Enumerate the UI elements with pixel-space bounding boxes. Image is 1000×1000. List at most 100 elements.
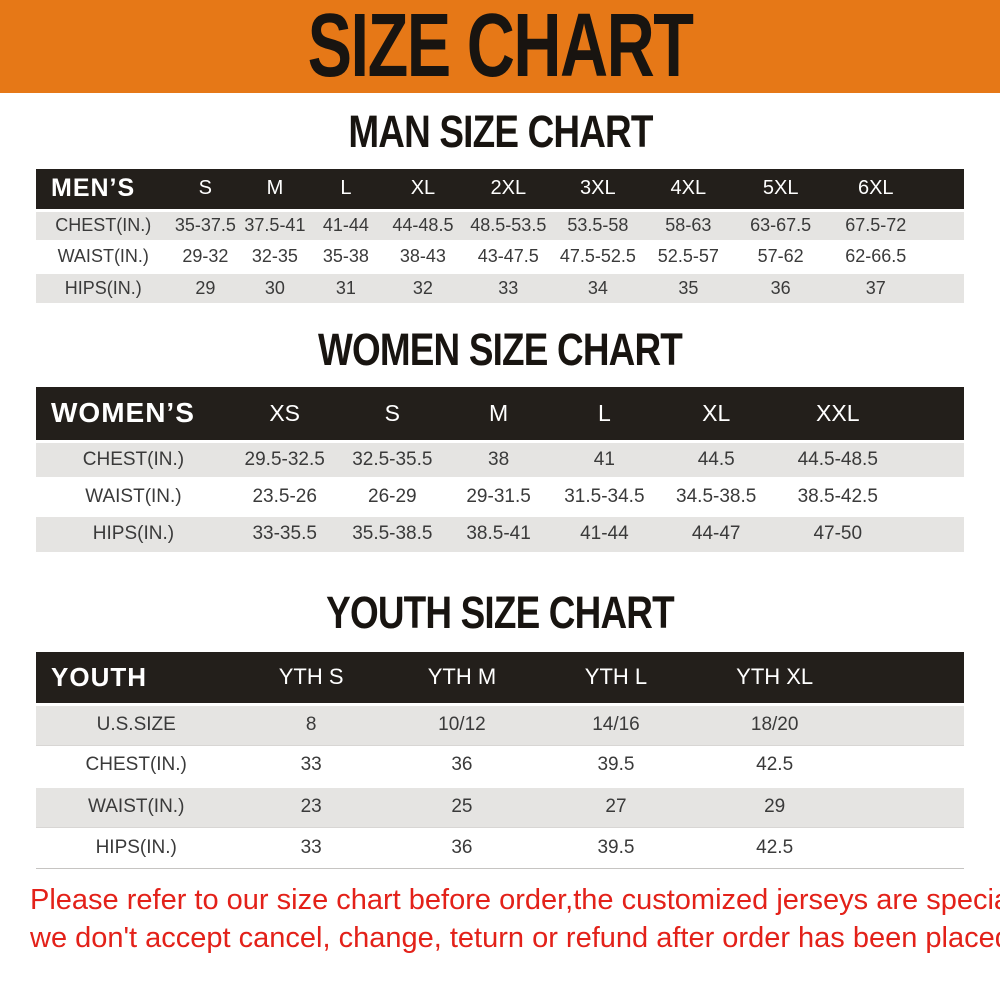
size-value: 32.5-35.5 <box>338 441 447 478</box>
size-column-header: YTH L <box>584 664 648 690</box>
size-column-header: S <box>384 399 400 426</box>
row-label: HIPS(IN.) <box>36 272 171 303</box>
size-value: 29-31.5 <box>466 485 531 507</box>
table-row: WAIST(IN.) 23 25 27 29 <box>36 786 964 827</box>
row-spacer-cell <box>900 441 964 478</box>
size-column-header: 6XL <box>857 177 894 200</box>
size-section-youth: YOUTH SIZE CHART YOUTH YTH S YTH M YTH L YTH… <box>0 588 1000 869</box>
table-row: CHEST(IN.) 29.5-32.5 32.5-35.5 38 41 44.5 44.5… <box>36 441 964 478</box>
size-value: 34.5-38.5 <box>676 485 757 507</box>
row-label: CHEST(IN.) <box>36 210 171 241</box>
size-value: 41-44 <box>309 210 383 241</box>
table-row: HIPS(IN.) 33 36 39.5 42.5 <box>36 827 964 868</box>
row-label: U.S.SIZE <box>36 704 237 745</box>
footer-disclaimer: Please refer to our size chart before or… <box>0 881 1000 957</box>
size-value: 34 <box>552 272 643 303</box>
size-value: 32 <box>382 272 464 303</box>
size-value: 14/16 <box>538 704 694 745</box>
size-value: 44-47 <box>657 515 775 552</box>
size-column-header: L <box>340 177 352 200</box>
table-header-row: MEN’S S M L XL 2XL 3XL 4XL 5XL 6XL <box>36 169 964 210</box>
table-title-cell: YOUTH <box>51 661 147 692</box>
size-value: 33-35.5 <box>230 515 339 552</box>
row-label: HIPS(IN.) <box>95 836 177 858</box>
size-value: 38 <box>446 441 552 478</box>
size-value: 42.5 <box>756 754 794 775</box>
size-value: 36 <box>451 754 473 775</box>
size-value: 38-43 <box>399 246 446 266</box>
size-value: 33 <box>300 836 322 858</box>
size-value: 37 <box>827 272 925 303</box>
size-value: 41-44 <box>551 515 658 552</box>
size-value: 35-37.5 <box>170 210 241 241</box>
size-value: 31.5-34.5 <box>564 485 645 507</box>
table-header-row: YOUTH YTH S YTH M YTH L YTH XL <box>36 652 964 704</box>
size-value: 18/20 <box>693 704 856 745</box>
size-value: 44.5-48.5 <box>774 441 901 478</box>
size-column-header: XL <box>702 399 731 426</box>
row-spacer-cell <box>901 478 964 515</box>
table-row: WAIST(IN.) 29-32 32-35 35-38 38-43 43-47.5 47.… <box>36 241 964 272</box>
table-title-cell: MEN’S <box>51 174 136 203</box>
size-value: 8 <box>236 704 386 745</box>
row-spacer-cell <box>855 704 964 745</box>
header-spacer-cell <box>924 169 964 210</box>
size-value: 37.5-41 <box>240 210 310 241</box>
table-row: WAIST(IN.) 23.5-26 26-29 29-31.5 31.5-34.5 34… <box>36 478 964 515</box>
row-spacer-cell <box>855 827 964 868</box>
size-value: 41 <box>551 441 658 478</box>
size-value: 33 <box>463 272 553 303</box>
size-value: 35.5-38.5 <box>338 515 447 552</box>
size-value: 58-63 <box>642 210 734 241</box>
size-value: 36 <box>733 272 828 303</box>
size-sections-container: MAN SIZE CHART MEN’S S M L XL 2XL 3XL 4XL 5XL 6XL… <box>0 107 1000 869</box>
size-section-women: WOMEN SIZE CHART WOMEN’S XS S M L XL XXL CHEST… <box>0 325 1000 552</box>
size-value: 29.5-32.5 <box>230 441 339 478</box>
size-value: 47.5-52.5 <box>559 246 636 266</box>
size-chart-banner: SIZE CHART <box>0 0 1000 93</box>
size-value: 43-47.5 <box>477 246 539 266</box>
size-value: 39.5 <box>597 754 635 775</box>
row-spacer-cell <box>855 745 964 786</box>
size-value: 26-29 <box>368 485 417 507</box>
row-label: CHEST(IN.) <box>36 441 231 478</box>
size-value: 38.5-41 <box>446 515 552 552</box>
size-value: 44-48.5 <box>382 210 464 241</box>
row-spacer-cell <box>924 210 964 241</box>
size-section-men: MAN SIZE CHART MEN’S S M L XL 2XL 3XL 4XL 5XL 6XL… <box>0 107 1000 303</box>
size-value: 35-38 <box>322 246 369 266</box>
section-heading-text: WOMEN SIZE CHART <box>317 324 683 375</box>
size-value: 32-35 <box>251 246 298 266</box>
size-value: 35 <box>642 272 734 303</box>
size-column-header: 5XL <box>762 177 799 200</box>
size-column-header: M <box>266 177 284 200</box>
row-spacer-cell <box>924 272 964 303</box>
header-spacer-cell <box>901 387 964 441</box>
size-value: 27 <box>538 786 694 827</box>
youth-size-table: YOUTH YTH S YTH M YTH L YTH XL U.S.SIZE 8 10/1… <box>36 652 964 869</box>
table-title-cell: WOMEN’S <box>51 397 195 429</box>
section-heading-men: MAN SIZE CHART <box>0 107 1000 157</box>
size-value: 10/12 <box>385 704 539 745</box>
size-value: 57-62 <box>757 246 804 266</box>
footer-disclaimer-line-1: Please refer to our size chart before or… <box>30 883 1000 916</box>
size-value: 29-32 <box>182 246 229 266</box>
header-spacer-cell <box>855 652 964 704</box>
size-column-header: 3XL <box>580 177 616 200</box>
row-label: CHEST(IN.) <box>85 754 187 775</box>
size-value: 42.5 <box>756 836 794 858</box>
size-column-header: YTH M <box>427 664 497 690</box>
table-row: HIPS(IN.) 33-35.5 35.5-38.5 38.5-41 41-44 44-… <box>36 515 964 552</box>
size-value: 38.5-42.5 <box>797 485 878 507</box>
size-value: 44.5 <box>657 441 775 478</box>
size-column-header: L <box>597 399 611 426</box>
size-column-header: M <box>489 399 509 426</box>
size-value: 39.5 <box>597 836 635 858</box>
size-column-header: S <box>198 177 213 200</box>
size-value: 25 <box>385 786 539 827</box>
size-value: 23.5-26 <box>252 485 317 507</box>
size-column-header: 2XL <box>490 177 527 200</box>
section-heading-text: YOUTH SIZE CHART <box>326 587 675 638</box>
size-column-header: YTH S <box>278 664 344 690</box>
